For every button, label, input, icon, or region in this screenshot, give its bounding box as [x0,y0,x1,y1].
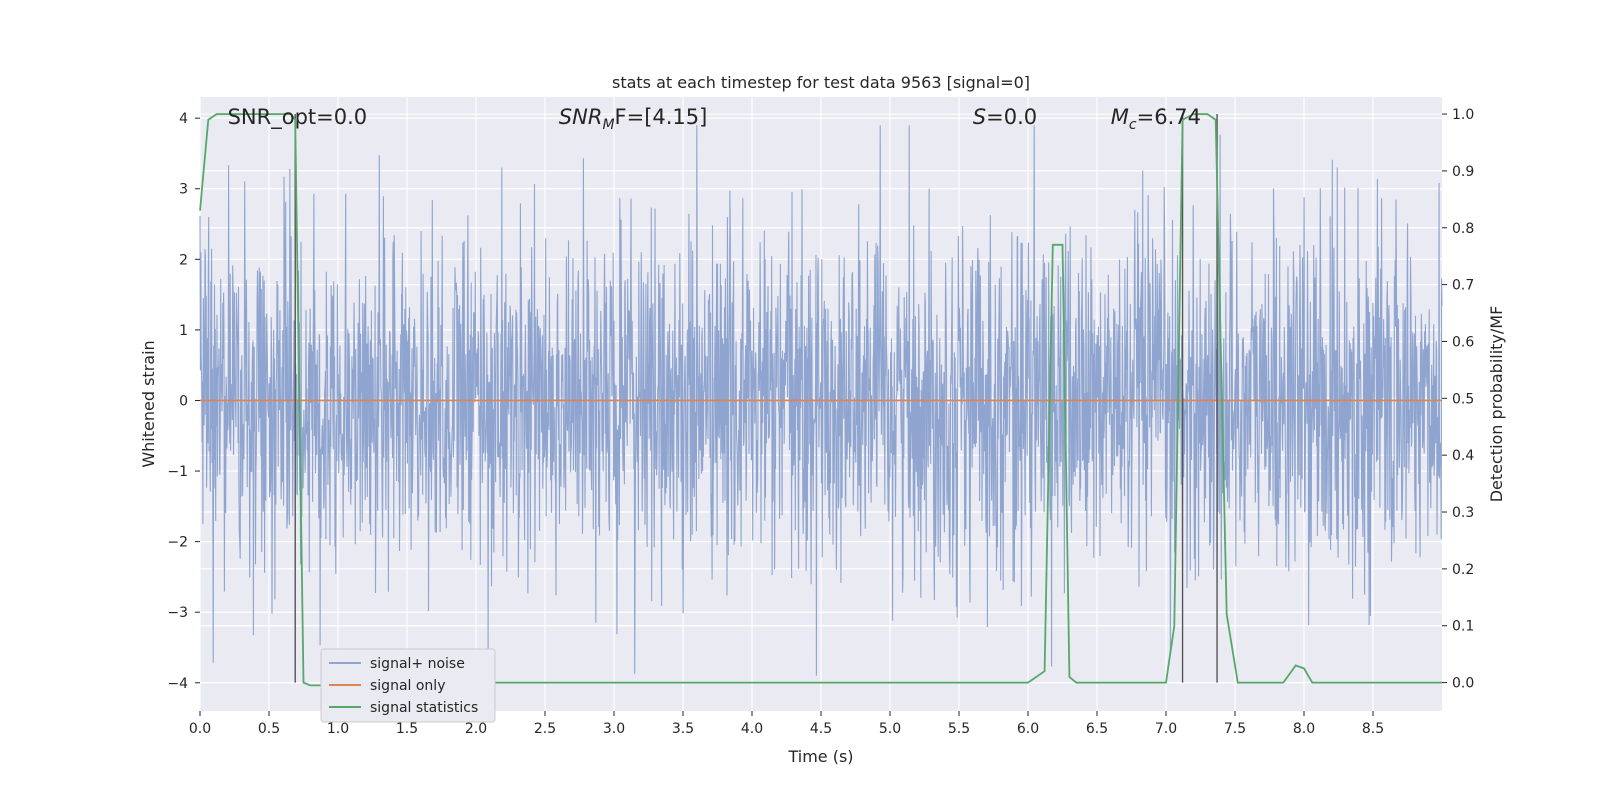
y-tick-label-right: 0.4 [1452,448,1474,464]
x-tick-label: 0.5 [258,721,280,737]
annotations: SNR_opt=0.0 SNRMF=[4.15] S=0.0 Mc=6.74 [228,105,1201,133]
y-axis-label-right: Detection probability/MF [1487,306,1506,503]
y-tick-label-left: 3 [179,182,188,198]
annotation-1: SNRMF=[4.15] [559,105,708,133]
y-tick-label-right: 0.2 [1452,562,1474,578]
legend-label-signal-noise: signal+ noise [370,656,465,672]
chart-title: stats at each timestep for test data 956… [612,73,1030,92]
x-tick-label: 8.0 [1293,721,1315,737]
y-tick-label-right: 1.0 [1452,107,1474,123]
y-tick-label-right: 0.8 [1452,221,1474,237]
signal-statistics-series [199,113,1442,687]
x-tick-label: 6.0 [1017,721,1039,737]
x-tick-label: 3.5 [672,721,694,737]
y-tick-label-left: 0 [179,393,188,409]
y-tick-label-right: 0.9 [1452,164,1474,180]
ticks: 0.0 0.5 1.0 1.5 2.0 2.5 3.0 3.5 4.0 4.5 5.0 5.5 6.0 6… [167,107,1474,737]
y-tick-label-right: 0.7 [1452,278,1474,294]
x-tick-label: 1.0 [327,721,349,737]
x-axis-label: Time (s) [787,747,853,766]
y-tick-label-right: 0.6 [1452,334,1474,350]
x-tick-label: 7.0 [1155,721,1177,737]
y-tick-label-left: −3 [167,605,188,621]
x-tick-label: 2.0 [465,721,487,737]
legend-box [320,648,496,723]
x-tick-label: 0.0 [189,721,211,737]
series-line-signal-statistics [199,113,1442,687]
y-tick-label-left: 4 [179,111,188,127]
y-tick-label-left: −4 [167,676,188,692]
y-tick-label-right: 0.5 [1452,391,1474,407]
y-tick-label-right: 0.3 [1452,505,1474,521]
y-tick-label-left: 2 [179,252,188,268]
legend: signal+ noise signal only signal statist… [320,648,496,723]
x-tick-label: 5.5 [948,721,970,737]
annotation-2: S=0.0 [973,105,1037,129]
x-tick-label: 6.5 [1086,721,1108,737]
y-axis-label-left: Whitened strain [139,340,158,467]
x-tick-label: 7.5 [1224,721,1246,737]
annotation-0: SNR_opt=0.0 [228,105,368,130]
x-tick-label: 8.5 [1362,721,1384,737]
signal-noise-series [199,125,1443,676]
y-tick-label-right: 0.0 [1452,676,1474,692]
annotation-3: Mc=6.74 [1111,105,1201,133]
y-tick-label-left: −1 [167,464,188,480]
y-tick-label-right: 0.1 [1452,619,1474,635]
x-tick-label: 2.5 [534,721,556,737]
x-tick-label: 4.0 [741,721,763,737]
y-tick-label-left: 1 [179,323,188,339]
legend-label-signal-only: signal only [370,678,445,694]
y-tick-label-left: −2 [167,535,188,551]
series-line-signal-noise [199,125,1443,676]
legend-label-signal-statistics: signal statistics [370,700,478,716]
x-tick-label: 1.5 [396,721,418,737]
x-tick-label: 5.0 [879,721,901,737]
x-tick-label: 3.0 [603,721,625,737]
x-tick-label: 4.5 [810,721,832,737]
